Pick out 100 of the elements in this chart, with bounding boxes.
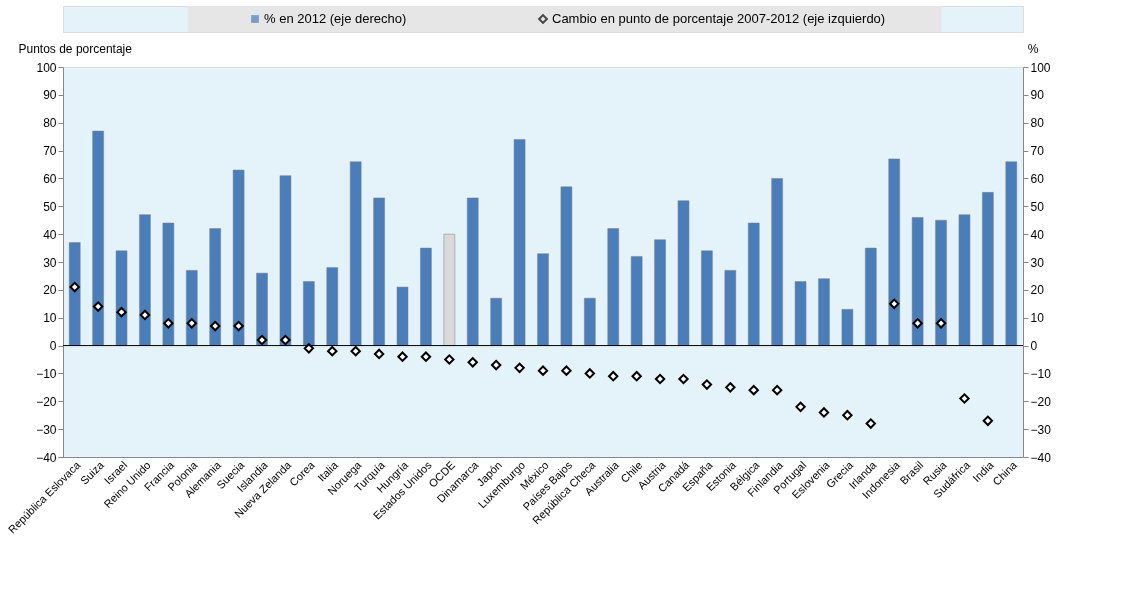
point	[795, 401, 806, 413]
point	[397, 351, 408, 362]
point	[116, 306, 127, 318]
y2-tick-label: 60	[1030, 171, 1045, 186]
bar	[303, 281, 315, 346]
y2-tick-label: −30	[1030, 422, 1052, 437]
y2-tick-label: 30	[1030, 255, 1045, 270]
bar	[677, 200, 690, 346]
bar	[186, 270, 198, 346]
y-tick-label: 40	[43, 227, 57, 242]
point	[771, 384, 783, 396]
point	[842, 410, 853, 421]
y-tick-label: 0	[49, 339, 57, 354]
bar	[232, 169, 245, 346]
bar	[560, 186, 573, 346]
y-tick-label: 10	[43, 311, 57, 326]
y2-tick-label: −20	[1030, 394, 1052, 409]
bar	[654, 239, 666, 346]
bar	[865, 247, 877, 346]
y2-tick-label: −10	[1030, 366, 1052, 381]
bar	[256, 272, 268, 346]
y-tick-label: −20	[36, 394, 57, 409]
bar	[841, 309, 854, 346]
point	[584, 368, 596, 379]
bar	[537, 253, 549, 346]
y2-tick-label: 70	[1030, 144, 1045, 159]
bar	[279, 175, 292, 346]
point	[725, 382, 736, 393]
bar	[326, 267, 339, 346]
bar	[724, 270, 737, 346]
bar	[349, 161, 362, 346]
y-tick-label: 50	[43, 199, 57, 214]
point	[490, 359, 502, 371]
y2-tick-label: 100	[1030, 60, 1051, 75]
bar	[490, 297, 502, 346]
point	[139, 309, 151, 321]
y2-tick-label: 0	[1030, 339, 1038, 354]
point	[865, 418, 876, 429]
y-tick-label: 60	[43, 171, 57, 186]
point	[420, 351, 432, 362]
bar	[209, 228, 221, 346]
point	[280, 334, 291, 346]
y-tick-label: 20	[43, 283, 57, 298]
bar	[584, 297, 596, 346]
y2-tick-label: 10	[1030, 311, 1045, 326]
point	[701, 379, 713, 390]
point	[608, 371, 619, 382]
bar	[420, 247, 432, 346]
point	[631, 371, 642, 382]
point	[256, 334, 268, 346]
y-tick-label: 70	[43, 144, 57, 159]
point	[678, 373, 689, 385]
point	[467, 357, 478, 368]
y-axis-title: Puntos de porcentaje	[18, 41, 133, 56]
y-tick-label: 80	[43, 116, 57, 131]
y-tick-label: 90	[43, 88, 57, 103]
bar	[818, 278, 830, 346]
bar	[513, 139, 526, 346]
point	[818, 407, 830, 418]
point	[514, 362, 525, 374]
point	[186, 318, 197, 329]
bar	[701, 250, 713, 346]
y2-axis-title: %	[1027, 41, 1039, 56]
bar	[396, 286, 409, 346]
legend-label: % en 2012 (eje derecho)	[264, 11, 407, 26]
bar	[607, 228, 619, 346]
bar	[68, 242, 81, 346]
point	[444, 354, 455, 365]
point	[373, 348, 385, 360]
bar	[443, 233, 456, 346]
bar	[162, 222, 175, 346]
y2-tick-label: 20	[1030, 283, 1045, 298]
bar	[771, 178, 783, 346]
y2-tick-label: 50	[1030, 199, 1045, 214]
point	[537, 365, 549, 376]
point	[69, 281, 80, 293]
point	[748, 384, 759, 396]
y2-tick-label: 90	[1030, 88, 1045, 103]
bar	[630, 256, 643, 346]
bar	[139, 214, 151, 346]
y2-tick-label: −40	[1030, 450, 1052, 465]
point	[92, 301, 104, 312]
point	[350, 345, 361, 357]
bar	[373, 197, 385, 346]
y-tick-label: −10	[36, 366, 57, 381]
bar	[794, 281, 807, 346]
bar	[92, 130, 104, 346]
y2-tick-label: 40	[1030, 227, 1045, 242]
point	[561, 365, 572, 376]
y-tick-label: 100	[36, 60, 57, 75]
point	[163, 318, 174, 329]
bar	[467, 197, 479, 346]
y-tick-label: −40	[36, 450, 57, 465]
point	[327, 345, 338, 357]
y-tick-label: −30	[36, 422, 57, 437]
bar	[747, 222, 760, 346]
legend-label: Cambio en punto de porcentaje 2007-2012 (eje izquierdo)	[552, 11, 886, 26]
y-tick-label: 30	[43, 255, 57, 270]
point	[210, 320, 221, 332]
y2-tick-label: 80	[1030, 116, 1045, 131]
